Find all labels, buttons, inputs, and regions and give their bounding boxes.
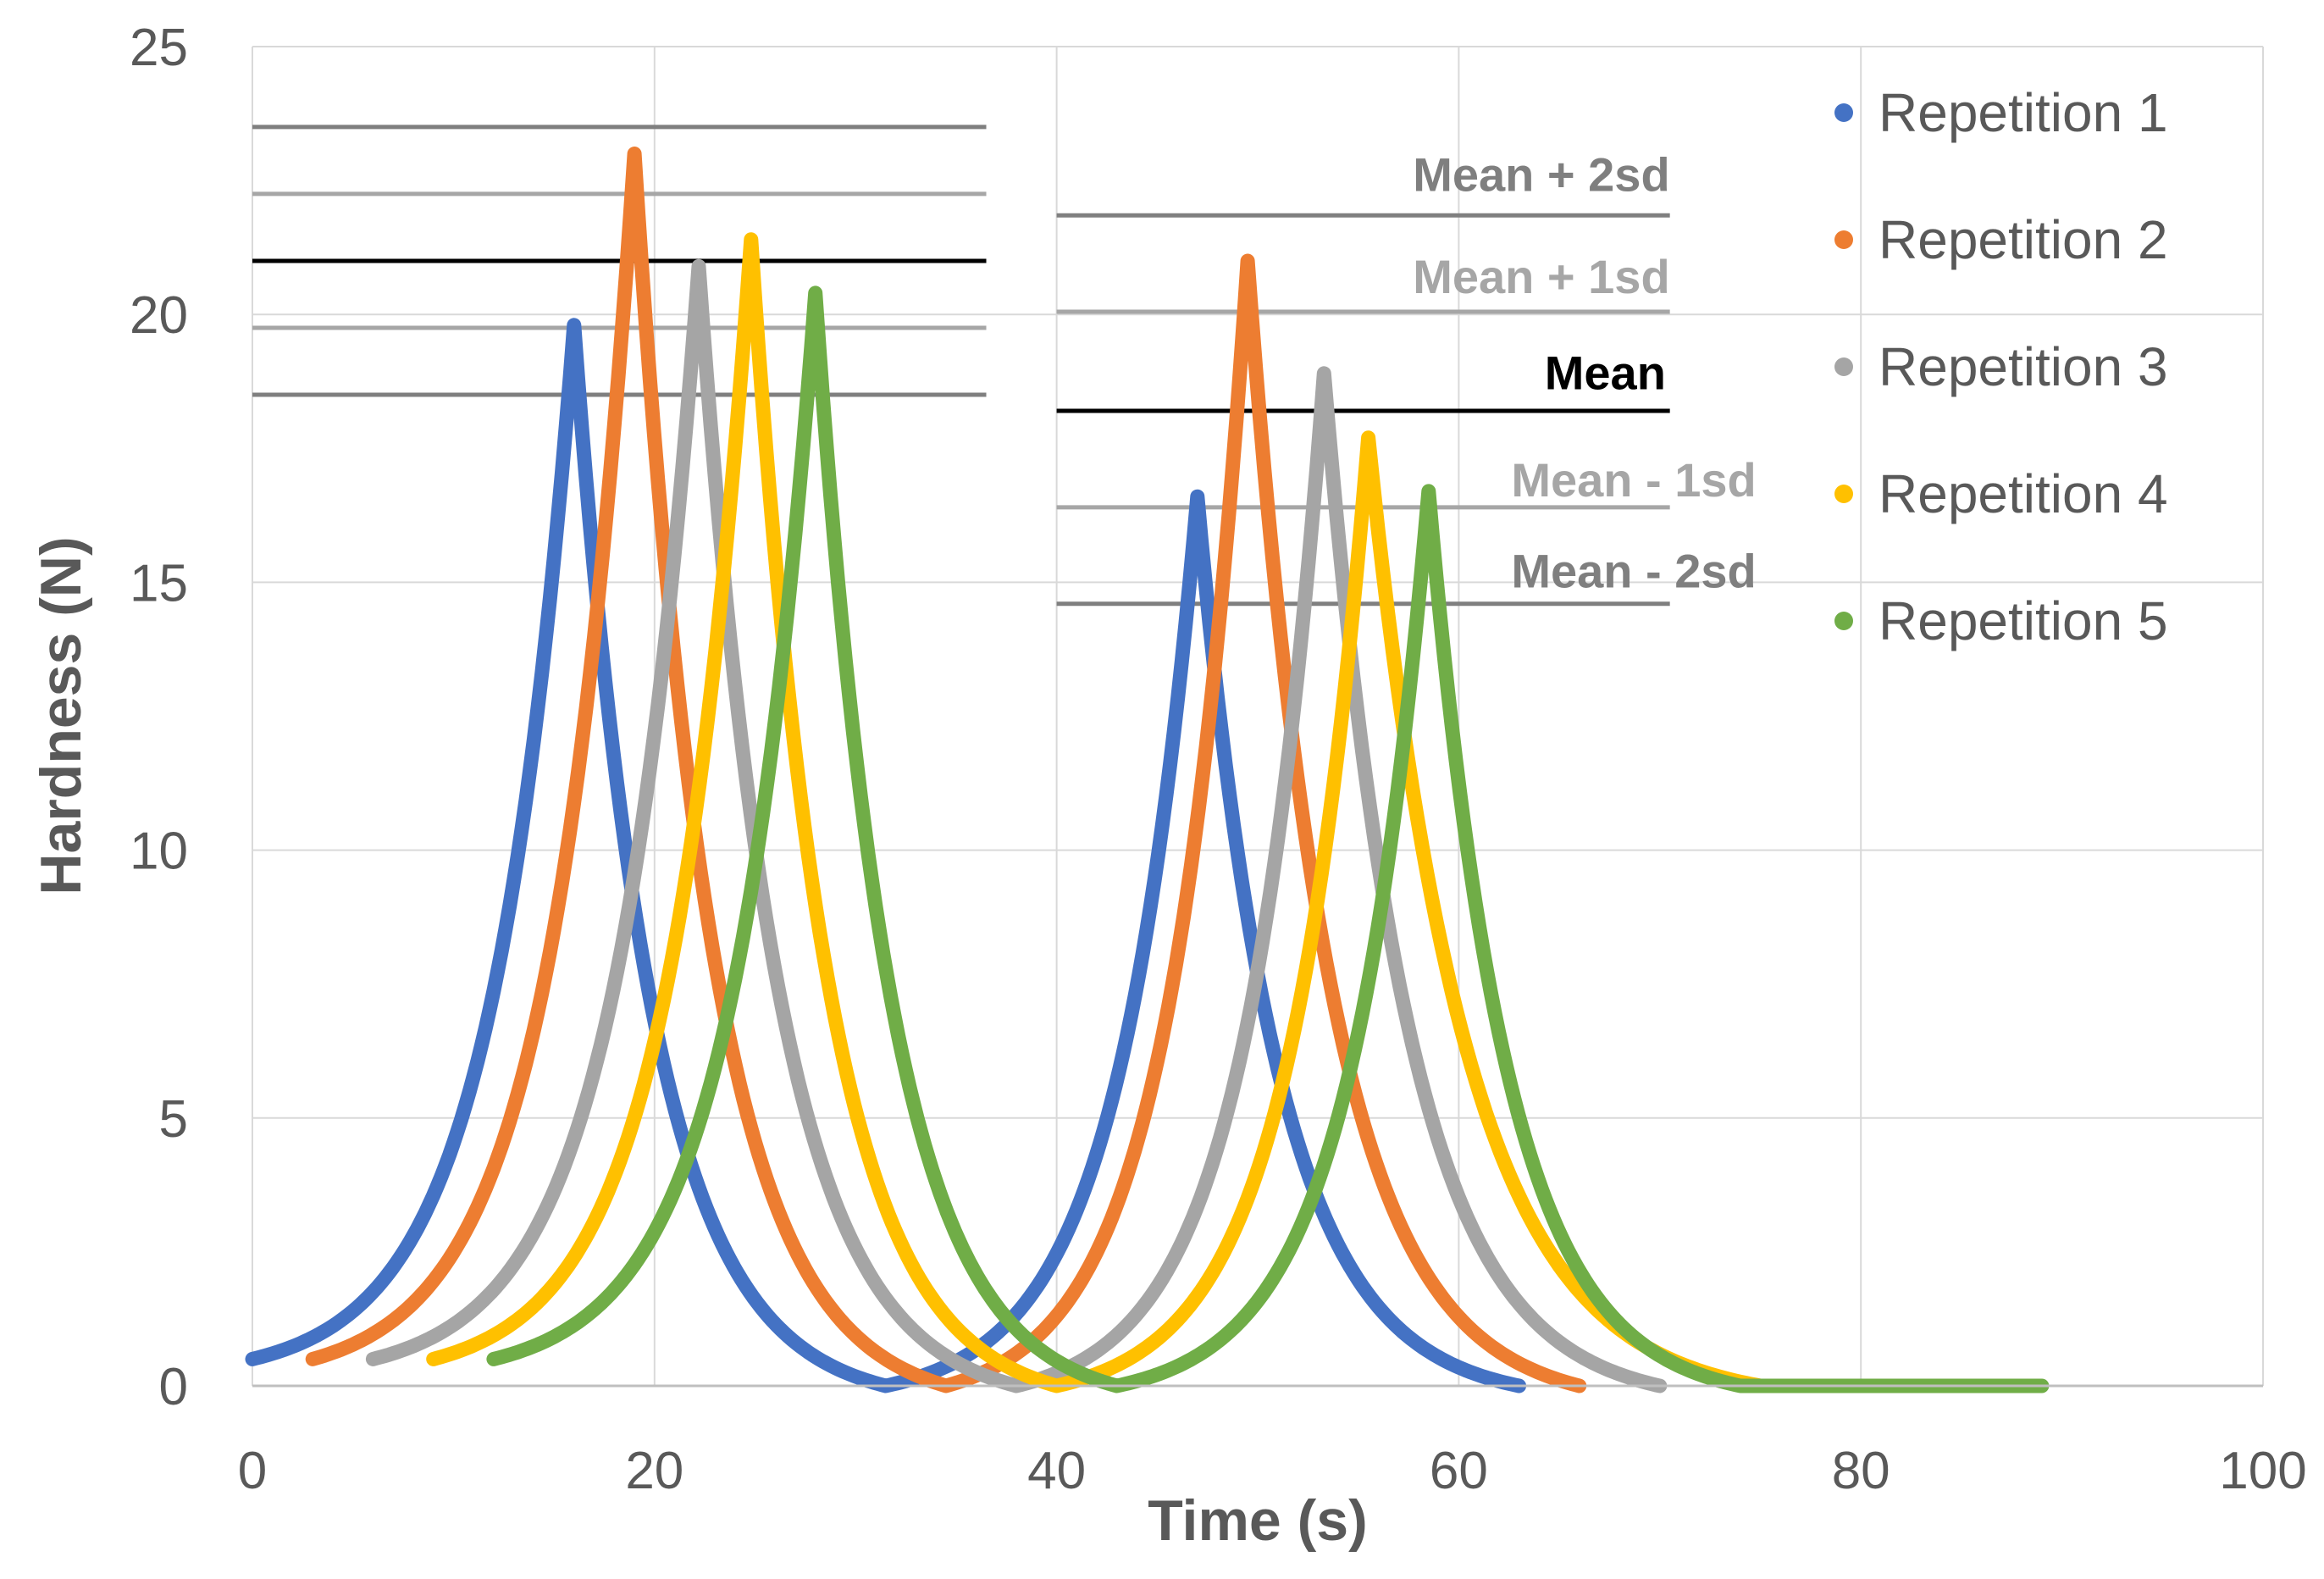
legend-marker bbox=[1834, 357, 1853, 376]
legend-label: Repetition 5 bbox=[1879, 590, 2168, 651]
legend-label: Repetition 2 bbox=[1879, 209, 2168, 270]
axis-layer: 0 5 10 15 20 25 0 20 40 60 80 100 Time (s) Hardness (… bbox=[29, 19, 2307, 1553]
reference-label: Mean bbox=[1545, 346, 1666, 400]
series-layer bbox=[245, 147, 2050, 1393]
reference-label: Mean - 1sd bbox=[1511, 453, 1756, 507]
legend-marker bbox=[1834, 103, 1853, 122]
reference-label: Mean + 2sd bbox=[1413, 148, 1669, 202]
x-tick-label: 20 bbox=[625, 1442, 683, 1500]
y-tick-label: 20 bbox=[130, 286, 188, 345]
legend-label: Repetition 3 bbox=[1879, 336, 2168, 397]
x-tick-label: 100 bbox=[2219, 1442, 2306, 1500]
x-tick-label: 40 bbox=[1027, 1442, 1086, 1500]
annotation-layer: Mean + 2sd Mean + 1sd Mean Mean - 1sd Mean -… bbox=[1413, 148, 1757, 598]
y-tick-label: 0 bbox=[159, 1358, 188, 1416]
legend-label: Repetition 1 bbox=[1879, 82, 2168, 143]
y-tick-label: 25 bbox=[130, 19, 188, 77]
x-tick-label: 80 bbox=[1832, 1442, 1890, 1500]
y-tick-label: 15 bbox=[130, 554, 188, 612]
x-tick-label: 0 bbox=[238, 1442, 267, 1500]
reference-label: Mean - 2sd bbox=[1511, 545, 1756, 598]
y-tick-label: 10 bbox=[130, 823, 188, 881]
y-tick-label: 5 bbox=[159, 1090, 188, 1149]
legend-marker bbox=[1834, 230, 1853, 249]
legend: Repetition 1 Repetition 2 Repetition 3 Repe… bbox=[1834, 82, 2168, 651]
legend-marker bbox=[1834, 485, 1853, 503]
legend-marker bbox=[1834, 612, 1853, 630]
reference-label: Mean + 1sd bbox=[1413, 250, 1669, 303]
y-axis-title: Hardness (N) bbox=[29, 536, 93, 895]
x-axis-title: Time (s) bbox=[1148, 1488, 1367, 1553]
x-tick-label: 60 bbox=[1430, 1442, 1488, 1500]
legend-label: Repetition 4 bbox=[1879, 463, 2168, 524]
